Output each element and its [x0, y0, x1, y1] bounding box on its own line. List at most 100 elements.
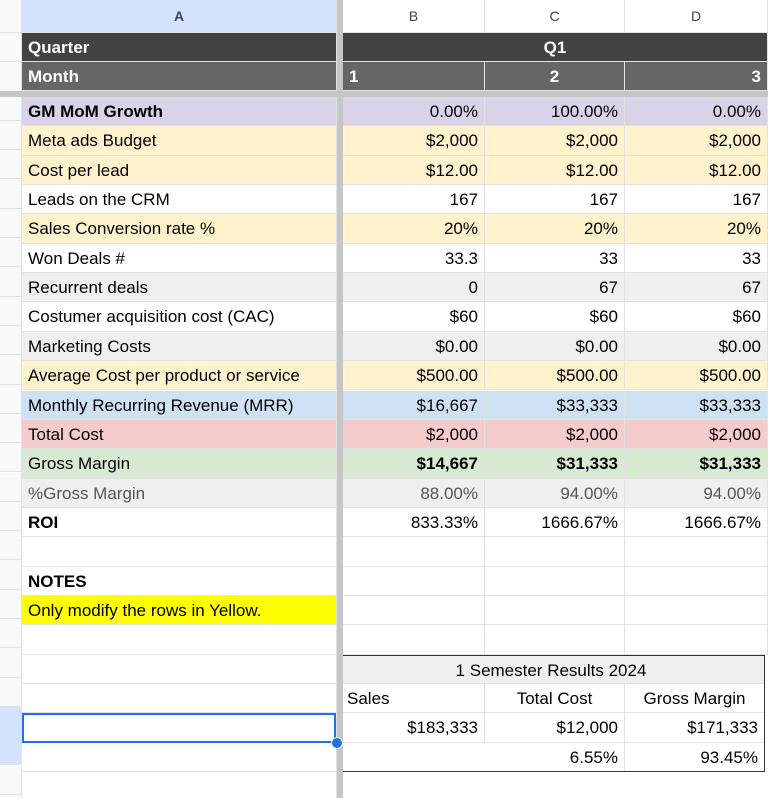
- row-label[interactable]: Marketing Costs: [22, 331, 337, 362]
- row-value[interactable]: $0.00: [625, 331, 768, 362]
- row-label[interactable]: Sales Conversion rate %: [22, 214, 337, 244]
- row-value[interactable]: $0.00: [485, 331, 625, 362]
- row-number[interactable]: [0, 413, 22, 444]
- row-number[interactable]: [0, 589, 22, 619]
- row-value[interactable]: $500.00: [343, 361, 485, 391]
- row-value[interactable]: 67: [625, 273, 768, 303]
- row-value[interactable]: $14,667: [343, 449, 485, 479]
- row-label[interactable]: Gross Margin: [22, 449, 337, 479]
- row-label[interactable]: Costumer acquisition cost (CAC): [22, 302, 337, 332]
- row-label[interactable]: Total Cost: [22, 419, 337, 450]
- row-label[interactable]: Average Cost per product or service: [22, 361, 337, 391]
- row-value[interactable]: $12.00: [343, 155, 485, 186]
- column-header[interactable]: A: [22, 0, 337, 33]
- empty-cell[interactable]: [22, 742, 337, 773]
- column-header[interactable]: B: [343, 0, 485, 33]
- row-value[interactable]: $500.00: [485, 361, 625, 391]
- row-value[interactable]: $2,000: [625, 126, 768, 156]
- row-value[interactable]: 167: [343, 185, 485, 215]
- row-value[interactable]: 0: [343, 273, 485, 303]
- row-number[interactable]: [0, 706, 22, 737]
- row-label[interactable]: Leads on the CRM: [22, 185, 337, 215]
- empty-cell[interactable]: [485, 625, 625, 655]
- empty-cell[interactable]: [22, 537, 337, 567]
- row-number[interactable]: [0, 736, 22, 766]
- row-value[interactable]: 20%: [485, 214, 625, 244]
- row-value[interactable]: $2,000: [625, 419, 768, 450]
- empty-cell[interactable]: [625, 625, 768, 655]
- empty-cell[interactable]: [625, 595, 768, 626]
- row-number[interactable]: [0, 62, 22, 92]
- row-value[interactable]: $60: [625, 302, 768, 332]
- row-number[interactable]: [0, 501, 22, 532]
- row-number[interactable]: [0, 560, 22, 590]
- row-number[interactable]: [0, 296, 22, 326]
- row-value[interactable]: 1666.67%: [625, 507, 768, 538]
- row-value[interactable]: 0.00%: [625, 97, 768, 127]
- row-value[interactable]: $2,000: [343, 126, 485, 156]
- row-value[interactable]: 167: [625, 185, 768, 215]
- row-label[interactable]: %Gross Margin: [22, 478, 337, 508]
- row-value[interactable]: 167: [485, 185, 625, 215]
- row-value[interactable]: $2,000: [485, 126, 625, 156]
- row-value[interactable]: $60: [343, 302, 485, 332]
- row-label[interactable]: ROI: [22, 507, 337, 538]
- row-label[interactable]: Won Deals #: [22, 243, 337, 274]
- row-label[interactable]: Meta ads Budget: [22, 126, 337, 156]
- row-value[interactable]: 33.3: [343, 243, 485, 274]
- row-value[interactable]: 67: [485, 273, 625, 303]
- empty-cell[interactable]: [485, 595, 625, 626]
- empty-cell[interactable]: [22, 625, 337, 655]
- row-value[interactable]: 88.00%: [343, 478, 485, 508]
- row-value[interactable]: $33,333: [485, 390, 625, 420]
- row-number[interactable]: [0, 355, 22, 385]
- row-number[interactable]: [0, 794, 22, 798]
- row-value[interactable]: 100.00%: [485, 97, 625, 127]
- row-label[interactable]: GM MoM Growth: [22, 97, 337, 127]
- row-value[interactable]: 33: [625, 243, 768, 274]
- empty-cell[interactable]: [625, 566, 768, 596]
- column-header[interactable]: D: [625, 0, 768, 33]
- row-number[interactable]: [0, 443, 22, 473]
- empty-cell[interactable]: [22, 654, 337, 684]
- fill-handle[interactable]: [331, 736, 343, 749]
- row-number[interactable]: [0, 267, 22, 297]
- empty-cell[interactable]: [625, 537, 768, 567]
- row-number[interactable]: [0, 384, 22, 414]
- row-value[interactable]: $60: [485, 302, 625, 332]
- row-value[interactable]: 33: [485, 243, 625, 274]
- row-value[interactable]: $500.00: [625, 361, 768, 391]
- row-value[interactable]: $12.00: [625, 155, 768, 186]
- row-value[interactable]: 833.33%: [343, 507, 485, 538]
- column-header[interactable]: C: [485, 0, 625, 33]
- empty-cell[interactable]: [22, 772, 337, 798]
- row-number[interactable]: [0, 91, 22, 121]
- row-value[interactable]: $2,000: [343, 419, 485, 450]
- row-value[interactable]: 1666.67%: [485, 507, 625, 538]
- row-value[interactable]: $33,333: [625, 390, 768, 420]
- row-number[interactable]: [0, 326, 22, 356]
- row-value[interactable]: $0.00: [343, 331, 485, 362]
- row-label[interactable]: Recurrent deals: [22, 273, 337, 303]
- empty-cell[interactable]: [343, 566, 485, 596]
- row-number[interactable]: [0, 120, 22, 151]
- row-value[interactable]: 0.00%: [343, 97, 485, 127]
- row-number[interactable]: [0, 765, 22, 795]
- row-value[interactable]: 20%: [343, 214, 485, 244]
- row-number[interactable]: [0, 531, 22, 561]
- row-value[interactable]: $16,667: [343, 390, 485, 420]
- row-value[interactable]: $2,000: [485, 419, 625, 450]
- empty-cell[interactable]: [343, 537, 485, 567]
- row-label[interactable]: Cost per lead: [22, 155, 337, 186]
- row-label[interactable]: Monthly Recurring Revenue (MRR): [22, 390, 337, 420]
- empty-cell[interactable]: [343, 595, 485, 626]
- row-number[interactable]: [0, 677, 22, 707]
- row-number[interactable]: [0, 179, 22, 209]
- empty-cell[interactable]: [22, 684, 337, 714]
- empty-cell[interactable]: [343, 625, 485, 655]
- row-number[interactable]: [0, 208, 22, 239]
- row-value[interactable]: $31,333: [625, 449, 768, 479]
- row-value[interactable]: 94.00%: [625, 478, 768, 508]
- row-number[interactable]: [0, 150, 22, 180]
- row-value[interactable]: $31,333: [485, 449, 625, 479]
